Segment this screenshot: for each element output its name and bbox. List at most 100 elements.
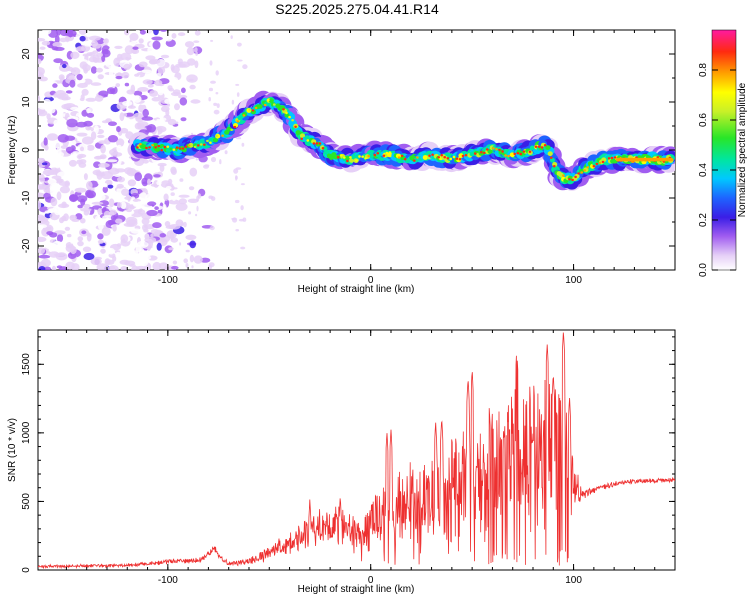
ridge-blob: [388, 151, 392, 154]
noise-speckle: [38, 266, 46, 270]
noise-speckle: [115, 251, 121, 257]
noise-speckle: [107, 125, 118, 132]
ridge-blob: [522, 150, 526, 153]
ridge-blob: [513, 152, 516, 156]
noise-speckle: [130, 228, 142, 234]
noise-speckle: [190, 99, 201, 104]
noise-speckle: [234, 199, 240, 204]
noise-speckle: [41, 219, 49, 223]
noise-speckle: [116, 144, 123, 153]
noise-speckle: [164, 98, 174, 105]
x-tick-label: -100: [158, 275, 178, 286]
noise-speckle: [38, 236, 47, 242]
ridge-blob: [285, 111, 288, 115]
noise-speckle: [139, 255, 152, 261]
noise-speckle: [195, 213, 198, 217]
noise-speckle: [91, 40, 98, 47]
noise-speckle: [62, 63, 67, 69]
noise-speckle: [43, 137, 48, 146]
noise-speckle: [189, 84, 196, 90]
ridge-blob: [668, 157, 674, 162]
noise-speckle: [170, 192, 175, 197]
noise-speckle: [195, 158, 198, 161]
noise-speckle: [81, 230, 87, 235]
noise-speckle: [209, 60, 213, 66]
ridge-blob: [461, 154, 465, 158]
noise-speckle: [106, 159, 118, 163]
ridge-blob: [221, 134, 224, 137]
noise-speckle: [170, 166, 177, 174]
noise-speckle: [159, 233, 167, 238]
ridge-blob: [440, 154, 444, 157]
noise-speckle: [55, 90, 67, 99]
noise-speckle: [54, 230, 66, 235]
ridge-blob: [284, 112, 290, 118]
noise-speckle: [55, 252, 68, 261]
noise-speckle: [66, 73, 75, 80]
noise-speckle: [151, 36, 163, 41]
noise-speckle: [59, 242, 66, 248]
y-tick-label: 500: [21, 493, 32, 510]
colorbar-bar: [711, 29, 737, 271]
ridge-blob: [251, 109, 255, 112]
ridge-blob: [355, 159, 358, 162]
noise-speckle: [101, 182, 108, 187]
noise-speckle: [89, 158, 95, 162]
noise-speckle: [38, 100, 49, 110]
ridge-blob: [343, 156, 346, 159]
noise-speckle: [208, 195, 213, 199]
ridge-blob: [586, 166, 590, 169]
noise-speckle: [86, 224, 93, 228]
noise-speckle: [147, 178, 151, 186]
ridge-blob: [154, 146, 157, 149]
noise-speckle: [108, 69, 114, 78]
noise-speckle: [144, 173, 153, 182]
noise-speckle: [42, 30, 52, 35]
noise-speckle: [167, 178, 173, 185]
noise-speckle: [65, 30, 77, 37]
noise-speckle: [86, 190, 96, 199]
ridge-blob: [574, 175, 577, 179]
noise-speckle: [133, 90, 143, 97]
noise-speckle: [164, 34, 173, 42]
noise-speckle: [181, 87, 186, 94]
noise-speckle: [66, 118, 78, 128]
ridge-blob: [160, 149, 163, 152]
noise-speckle: [125, 216, 138, 225]
noise-speckle: [70, 106, 79, 111]
colorbar-tick-label: 0.2: [698, 213, 709, 227]
noise-speckle: [132, 95, 142, 103]
ridge-blob: [344, 155, 350, 161]
noise-speckle: [44, 152, 52, 162]
noise-speckle: [121, 188, 130, 196]
noise-speckle: [88, 35, 101, 41]
noise-speckle: [124, 30, 130, 36]
noise-speckle: [179, 97, 188, 106]
noise-speckle: [53, 207, 62, 216]
noise-speckle: [77, 83, 88, 88]
noise-speckle: [65, 35, 70, 43]
noise-speckle: [108, 121, 117, 126]
noise-speckle: [213, 102, 218, 106]
noise-speckle: [122, 100, 133, 106]
noise-speckle: [78, 126, 84, 131]
ridge-blob: [598, 161, 602, 165]
noise-speckle: [86, 181, 93, 190]
noise-speckle: [53, 119, 59, 126]
colorbar-tick-label: 0.4: [698, 163, 709, 177]
ridge-blob: [151, 144, 154, 147]
ridge-blob: [169, 147, 173, 151]
noise-speckle: [178, 94, 188, 99]
ridge-blob: [422, 155, 428, 160]
noise-speckle: [39, 46, 46, 50]
noise-speckle: [51, 46, 59, 51]
noise-speckle: [97, 208, 103, 216]
noise-speckle: [186, 47, 195, 56]
ridge-blob: [571, 178, 574, 182]
noise-speckle: [93, 155, 103, 160]
noise-speckle: [137, 208, 146, 215]
noise-speckle: [127, 105, 136, 109]
ridge-blob: [315, 142, 319, 145]
noise-speckle: [75, 33, 81, 42]
noise-speckle: [177, 58, 183, 64]
